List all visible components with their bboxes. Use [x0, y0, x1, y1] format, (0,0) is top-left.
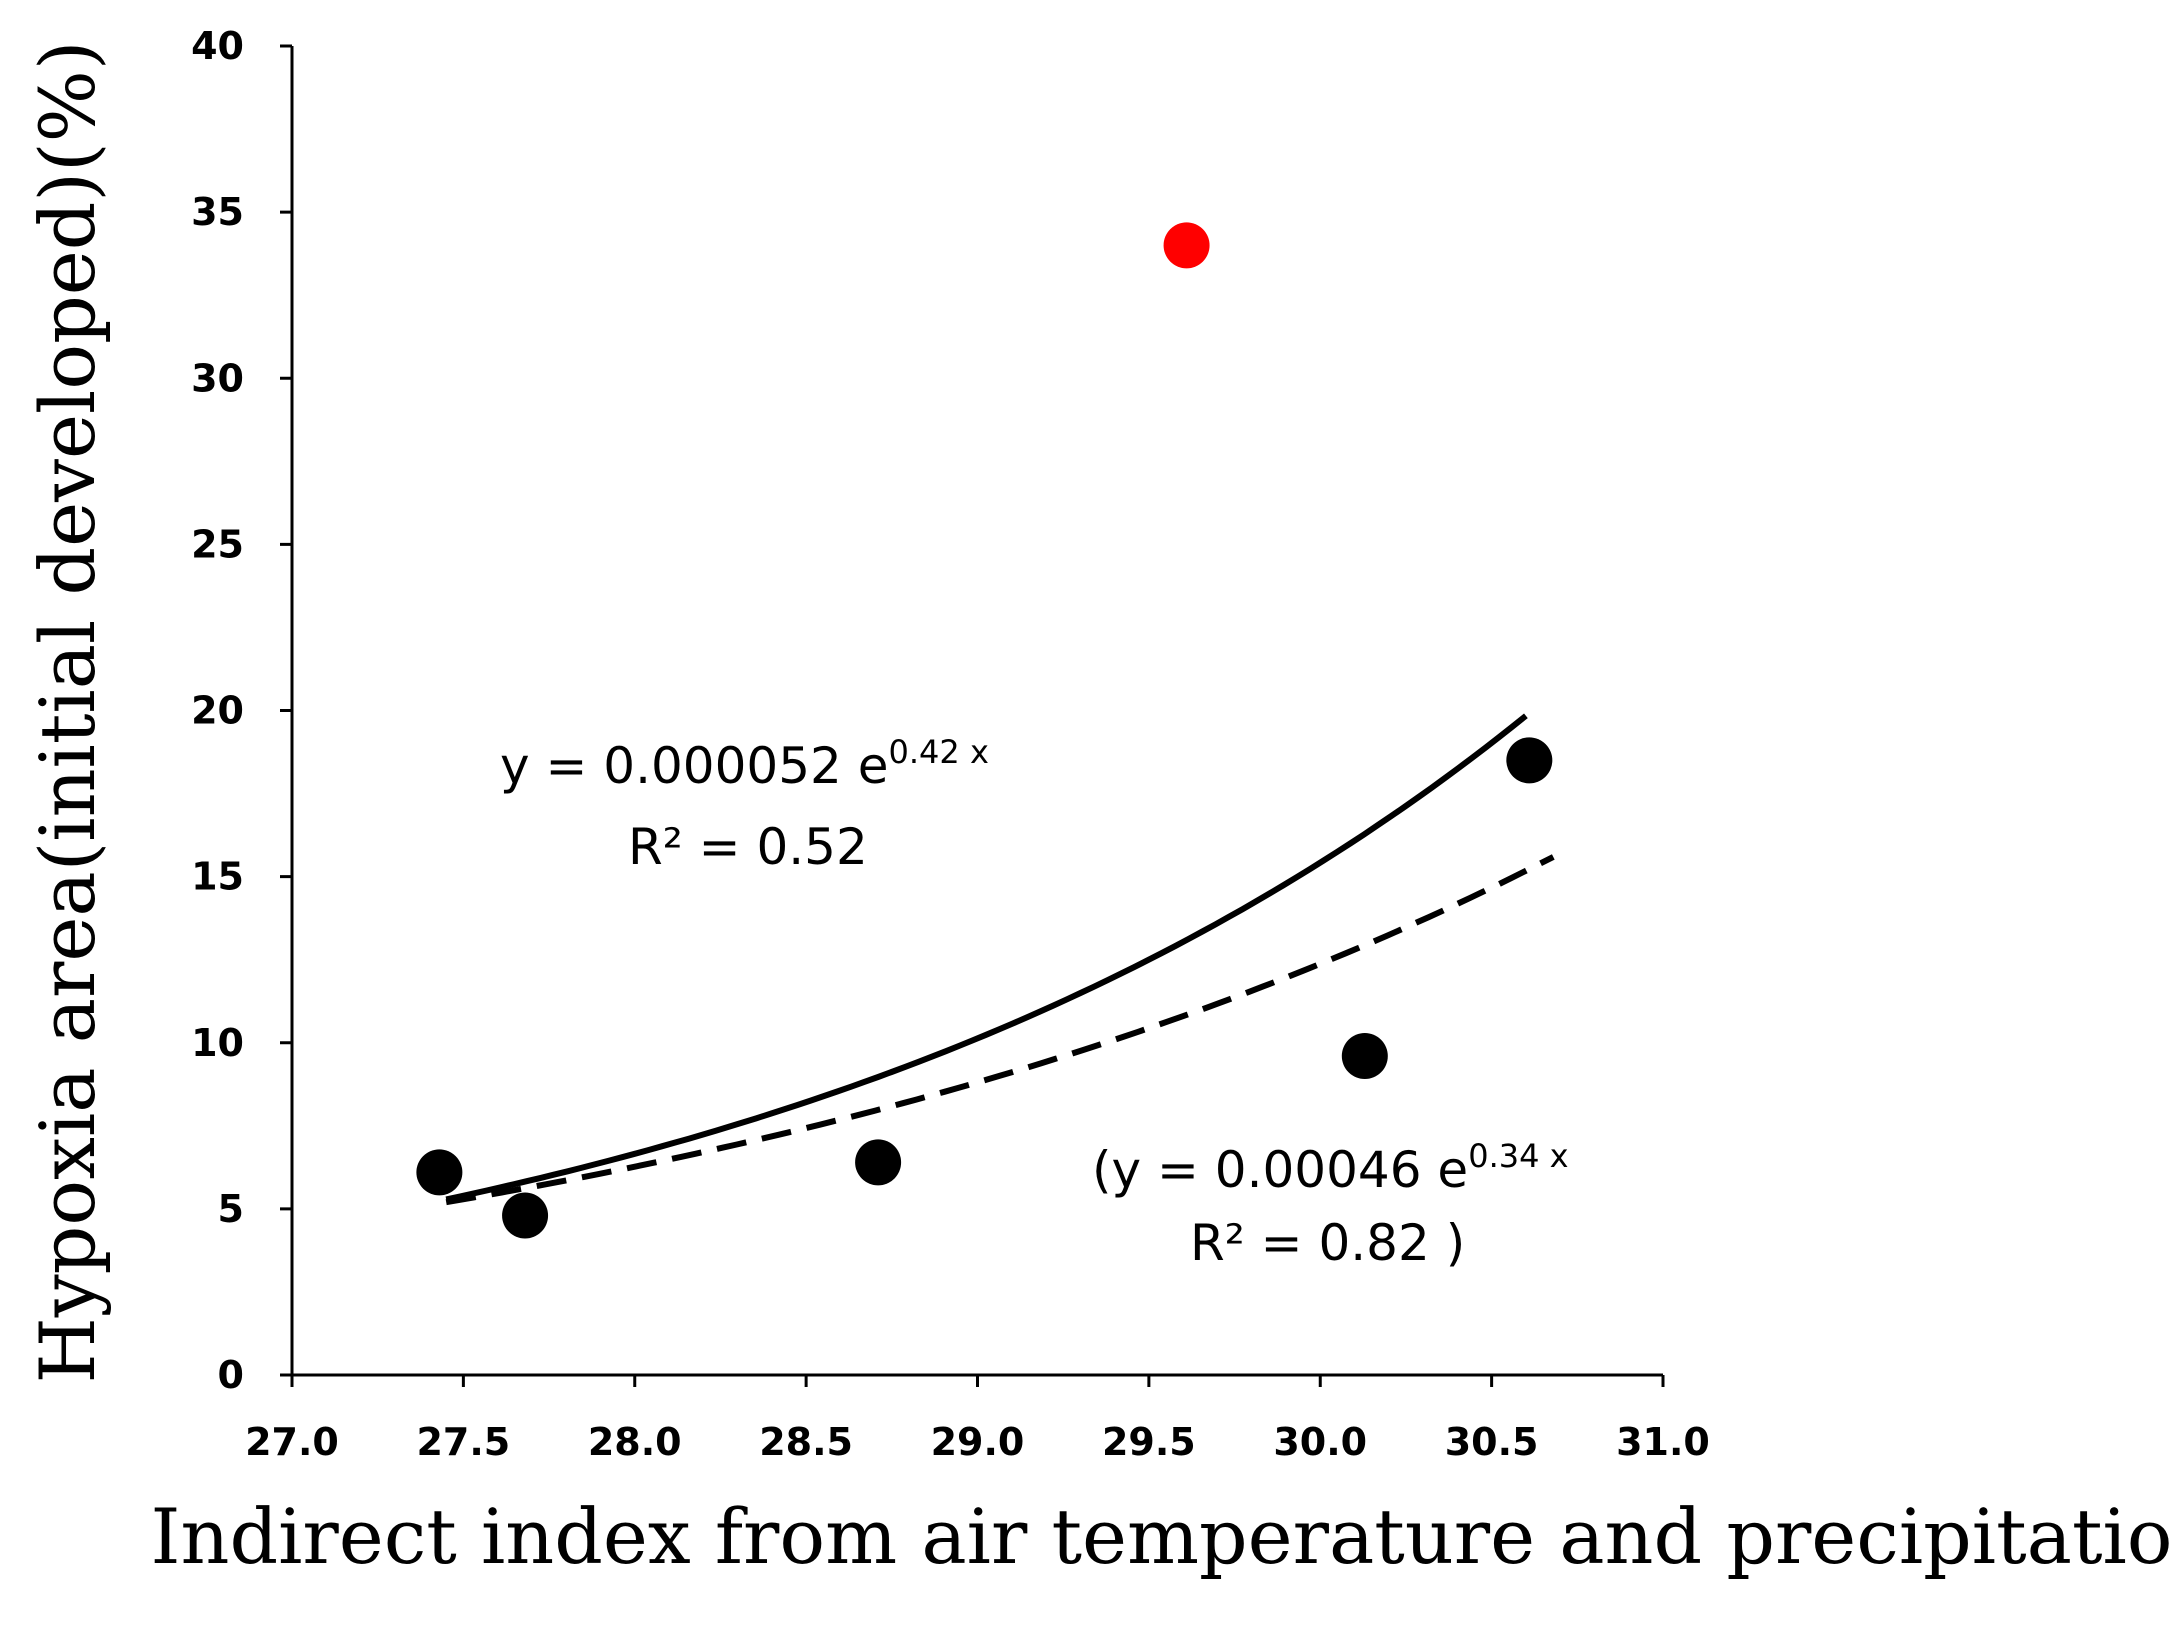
x-axis-title: Indirect index from air temperature and …	[151, 1492, 2172, 1581]
data-points	[416, 222, 1553, 1239]
x-tick-label: 30.0	[1273, 1420, 1367, 1464]
fit-equation-solid-exponent: 0.42 x	[889, 733, 989, 771]
y-tick-label: 30	[191, 356, 244, 400]
fit-r2-dashed: R² = 0.82 )	[1190, 1214, 1465, 1272]
y-tick-label: 15	[191, 855, 244, 899]
fit-equation-dashed: (y = 0.00046 e0.34 x	[1092, 1137, 1569, 1199]
fit-equation-dashed-main: (y = 0.00046 e	[1092, 1141, 1468, 1199]
y-tick-label: 20	[191, 689, 244, 733]
data-point	[855, 1139, 902, 1186]
x-tick-label: 27.0	[245, 1420, 339, 1464]
x-tick-label: 28.5	[759, 1420, 853, 1464]
data-point	[1506, 737, 1553, 784]
y-axis-title: Hypoxia area(initial developed)(%)	[23, 40, 112, 1383]
fit-equation-dashed-exponent: 0.34 x	[1468, 1137, 1568, 1175]
y-tick-label: 40	[191, 24, 244, 68]
x-tick-label: 30.5	[1445, 1420, 1539, 1464]
x-ticks: 27.0 27.5 28.0 28.5 29.0 29.5 30.0 30.5 31.0	[245, 1375, 1710, 1464]
outlier-point	[1163, 222, 1210, 269]
x-tick-label: 31.0	[1616, 1420, 1710, 1464]
y-tick-label: 25	[191, 522, 244, 566]
x-tick-label: 29.5	[1102, 1420, 1196, 1464]
fit-r2-solid: R² = 0.52	[628, 818, 868, 876]
fit-equation-solid-main: y = 0.000052 e	[500, 737, 889, 795]
y-tick-label: 35	[191, 190, 244, 234]
y-tick-label: 10	[191, 1021, 244, 1065]
fit-curves	[445, 713, 1555, 1206]
data-point	[1341, 1033, 1388, 1080]
fit-curve-solid	[445, 713, 1528, 1203]
data-point	[416, 1149, 463, 1196]
fit-annotation-dashed: (y = 0.00046 e0.34 x R² = 0.82 )	[1092, 1137, 1569, 1272]
fit-curve-dashed	[445, 854, 1555, 1206]
x-tick-label: 29.0	[931, 1420, 1025, 1464]
y-tick-label: 5	[218, 1187, 244, 1231]
x-tick-label: 27.5	[416, 1420, 510, 1464]
y-ticks: 0 5 10 15 20 25 30 35 40	[191, 24, 292, 1397]
fit-equation-solid: y = 0.000052 e0.42 x	[500, 733, 989, 795]
data-point	[502, 1192, 549, 1239]
fit-annotation-solid: y = 0.000052 e0.42 x R² = 0.52	[500, 733, 989, 876]
x-tick-label: 28.0	[588, 1420, 682, 1464]
y-tick-label: 0	[218, 1353, 244, 1397]
